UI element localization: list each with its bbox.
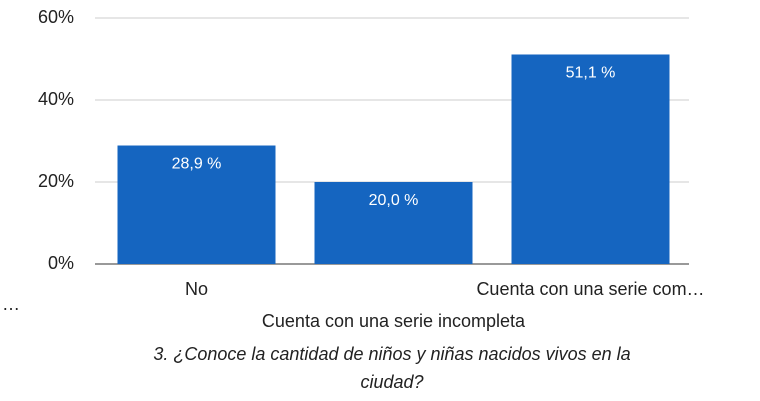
x-tick-label: No xyxy=(185,279,208,299)
y-tick-label: 60% xyxy=(38,7,74,27)
x-tick-label: Cuenta con una serie incompleta xyxy=(262,311,526,331)
y-tick-label: 40% xyxy=(38,89,74,109)
bar xyxy=(117,145,276,264)
value-label: 51,1 % xyxy=(566,65,616,82)
value-label: 20,0 % xyxy=(369,192,419,209)
y-tick-label: 20% xyxy=(38,171,74,191)
bar xyxy=(314,182,473,264)
annotation: … xyxy=(2,294,20,314)
y-tick-label: 0% xyxy=(48,253,74,273)
chart-title: 3. ¿Conoce la cantidad de niños y niñas … xyxy=(153,344,631,392)
x-tick-label: Cuenta con una serie com… xyxy=(476,279,704,299)
value-label: 28,9 % xyxy=(172,156,222,173)
bar xyxy=(511,54,670,264)
